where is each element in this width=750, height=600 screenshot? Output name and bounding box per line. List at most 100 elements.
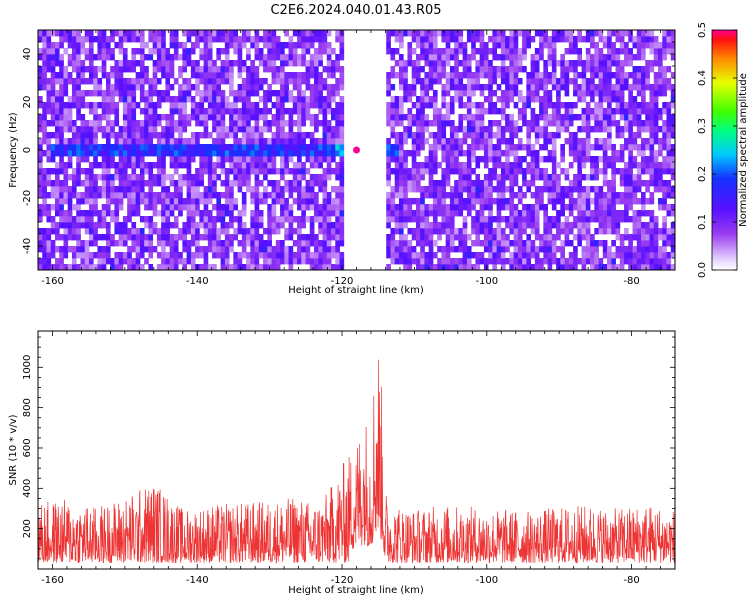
heatmap-cell	[182, 222, 188, 229]
heatmap-cell	[71, 60, 77, 67]
heatmap-cell	[233, 30, 238, 37]
heatmap-cell	[161, 48, 166, 55]
heatmap-cell	[670, 168, 675, 175]
heatmap-cell	[178, 210, 183, 217]
heatmap-cell	[263, 120, 268, 127]
heatmap-cell	[641, 84, 646, 91]
heatmap-cell	[500, 72, 506, 79]
heatmap-cell	[492, 168, 498, 175]
heatmap-cell	[216, 210, 222, 217]
heatmap-cell	[636, 222, 642, 229]
heatmap-cell	[556, 78, 561, 85]
heatmap-cell	[568, 258, 574, 265]
heatmap-cell	[250, 132, 255, 139]
heatmap-cell	[534, 66, 540, 73]
heatmap-cell	[297, 36, 302, 43]
heatmap-cell	[88, 90, 94, 97]
heatmap-cell	[203, 84, 209, 91]
heatmap-cell	[398, 108, 404, 115]
heatmap-cell	[250, 66, 255, 73]
heatmap-cell	[38, 114, 43, 121]
heatmap-cell	[190, 108, 196, 115]
heatmap-cell	[169, 72, 175, 79]
heatmap-cell	[292, 228, 298, 235]
heatmap-cell	[602, 162, 608, 169]
heatmap-cell	[585, 120, 591, 127]
heatmap-cell	[594, 156, 599, 163]
heatmap-cell	[598, 198, 604, 205]
heatmap-cell	[131, 144, 137, 151]
heatmap-cell	[220, 204, 226, 211]
heatmap-cell	[114, 222, 120, 229]
heatmap-cell	[101, 210, 107, 217]
heatmap-cell	[250, 192, 255, 199]
heatmap-cell	[254, 114, 260, 121]
heatmap-cell	[624, 60, 629, 67]
heatmap-cell	[590, 216, 595, 223]
heatmap-cell	[263, 30, 268, 37]
heatmap-cell	[305, 84, 311, 91]
heatmap-cell	[50, 78, 56, 85]
heatmap-cell	[424, 204, 430, 211]
heatmap-cell	[76, 234, 81, 241]
heatmap-cell	[607, 264, 612, 270]
heatmap-cell	[475, 66, 481, 73]
heatmap-cell	[454, 246, 459, 253]
heatmap-cell	[144, 144, 149, 151]
heatmap-cell	[144, 90, 149, 97]
heatmap-cell	[122, 114, 128, 121]
heatmap-cell	[662, 102, 667, 109]
heatmap-cell	[658, 66, 663, 73]
heatmap-cell	[662, 48, 667, 55]
heatmap-cell	[449, 84, 455, 91]
heatmap-cell	[432, 102, 438, 109]
heatmap-cell	[258, 192, 264, 199]
heatmap-cell	[653, 60, 659, 67]
heatmap-cell	[517, 198, 523, 205]
heatmap-cell	[611, 228, 616, 235]
heatmap-cell	[199, 120, 205, 127]
heatmap-cell	[666, 42, 672, 49]
heatmap-cell	[156, 54, 162, 61]
heatmap-cell	[624, 186, 629, 193]
heatmap-cell	[666, 102, 672, 109]
heatmap-cell	[122, 120, 128, 127]
heatmap-cell	[339, 156, 345, 163]
heatmap-cell	[122, 222, 128, 229]
heatmap-cell	[641, 210, 646, 217]
heatmap-cell	[670, 54, 675, 61]
heatmap-cell	[190, 30, 196, 37]
heatmap-cell	[80, 222, 86, 229]
heatmap-cell	[551, 162, 557, 169]
heatmap-cell	[135, 138, 141, 145]
heatmap-cell	[199, 108, 205, 115]
heatmap-cell	[513, 30, 519, 37]
heatmap-cell	[441, 252, 447, 259]
heatmap-cell	[437, 60, 442, 67]
heatmap-cell	[386, 108, 391, 115]
heatmap-cell	[105, 48, 111, 55]
heatmap-cell	[386, 114, 391, 121]
heatmap-cell	[534, 258, 540, 265]
heatmap-cell	[97, 144, 103, 151]
heatmap-cell	[564, 66, 570, 73]
heatmap-cell	[38, 78, 43, 85]
heatmap-cell	[267, 120, 272, 127]
heatmap-cell	[534, 150, 540, 157]
heatmap-cell	[50, 102, 56, 109]
heatmap-cell	[229, 72, 234, 79]
heatmap-cell	[118, 234, 124, 241]
heatmap-cell	[619, 240, 625, 247]
heatmap-cell	[280, 156, 285, 163]
heatmap-cell	[530, 252, 536, 259]
heatmap-cell	[585, 234, 591, 241]
heatmap-cell	[394, 96, 400, 103]
heatmap-cell	[517, 48, 523, 55]
colorbar-tick-label: 0.3	[697, 118, 708, 134]
heatmap-cell	[38, 162, 43, 169]
heatmap-cell	[666, 114, 672, 121]
heatmap-cell	[619, 42, 625, 49]
heatmap-cell	[114, 216, 120, 223]
heatmap-cell	[492, 216, 498, 223]
heatmap-cell	[203, 192, 209, 199]
